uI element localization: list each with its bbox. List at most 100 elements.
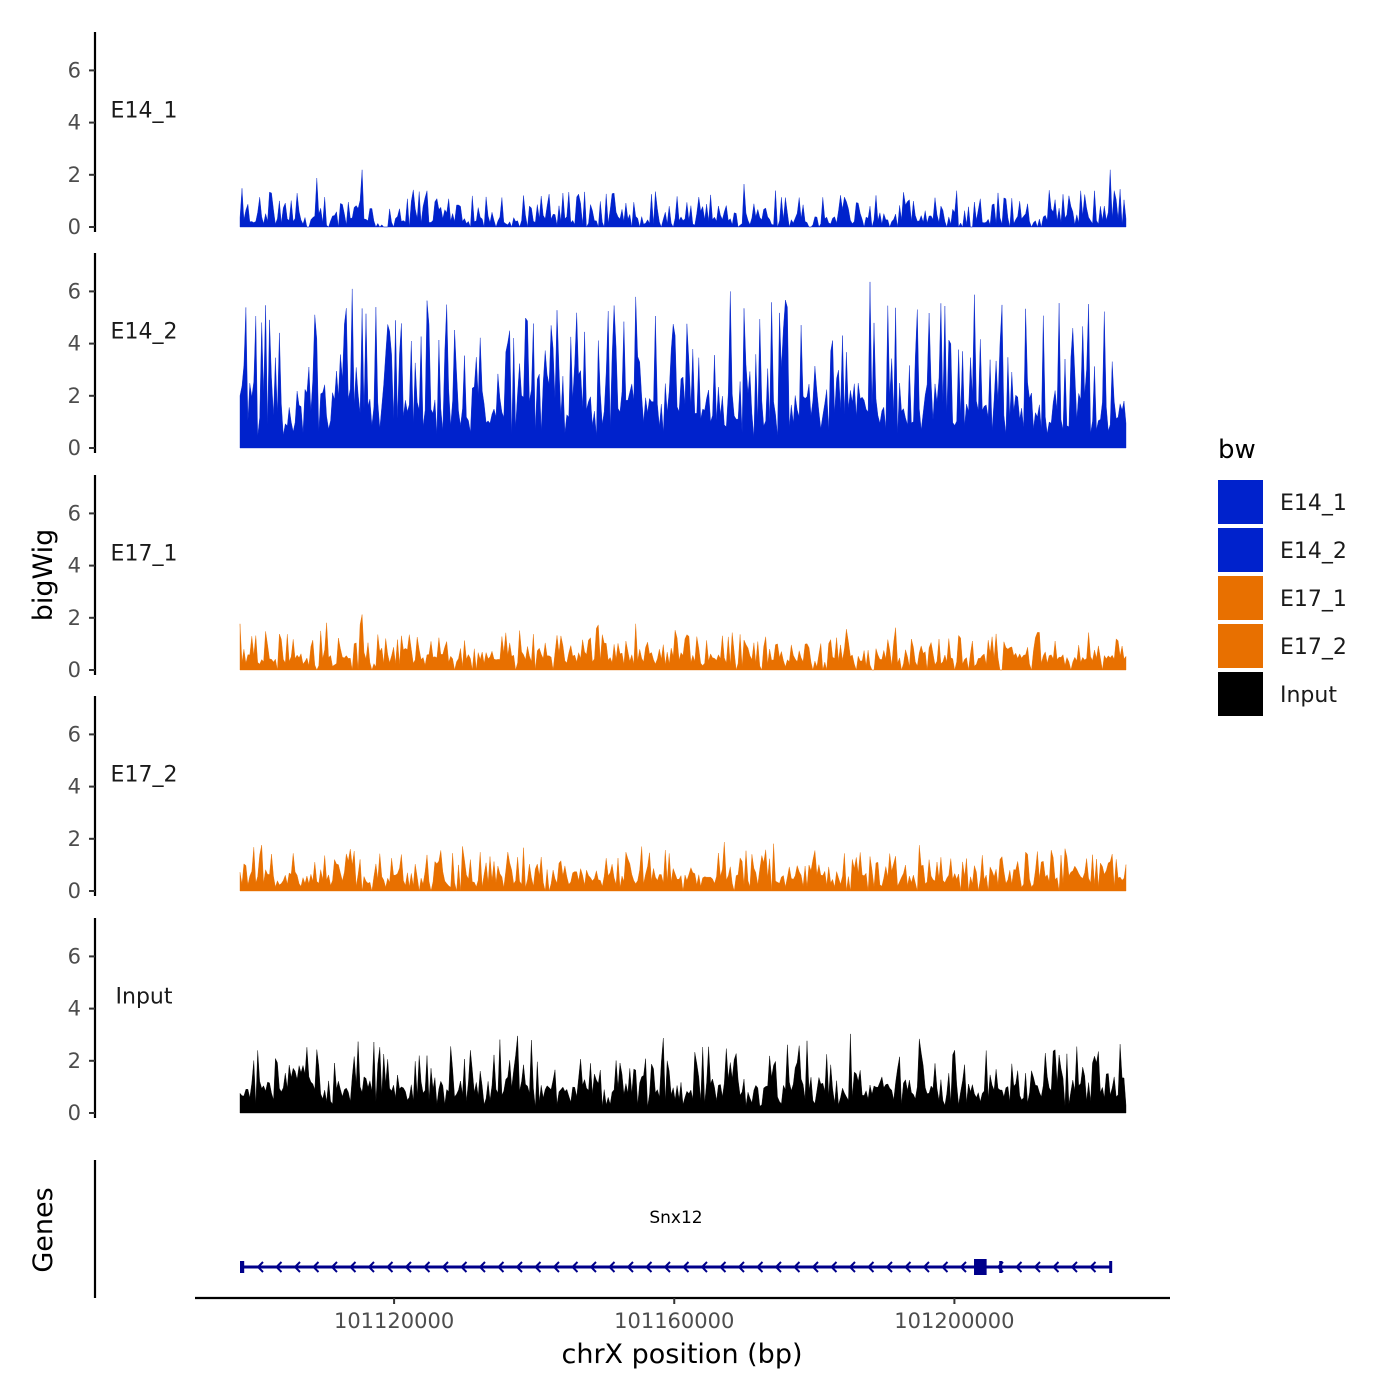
x-axis: 101120000 101160000 101200000 bbox=[195, 1296, 1170, 1333]
strand-arrow bbox=[793, 1261, 801, 1273]
legend-label: E14_1 bbox=[1280, 491, 1347, 516]
strand-arrow bbox=[885, 1261, 893, 1273]
y-tick-label: 0 bbox=[68, 879, 81, 903]
strand-arrow bbox=[367, 1261, 375, 1273]
x-tick-label: 101120000 bbox=[334, 1309, 454, 1333]
x-tick-label: 101160000 bbox=[614, 1309, 734, 1333]
y-tick-label: 0 bbox=[68, 215, 81, 239]
y-tick-label: 6 bbox=[68, 58, 81, 82]
genes-title: Genes bbox=[28, 1187, 59, 1272]
y-tick-label: 2 bbox=[68, 1049, 81, 1073]
gene-exon bbox=[1109, 1261, 1113, 1273]
coverage-area-E14_1 bbox=[239, 169, 1127, 228]
strand-arrow bbox=[719, 1261, 727, 1273]
gene-Snx12: Snx12 bbox=[240, 1208, 1113, 1275]
y-tick-label: 2 bbox=[68, 606, 81, 630]
strand-arrow bbox=[386, 1261, 394, 1273]
strand-arrow bbox=[460, 1261, 468, 1273]
y-axis-title: bigWig bbox=[28, 529, 59, 622]
strand-arrow bbox=[423, 1261, 431, 1273]
strand-arrow bbox=[848, 1261, 856, 1273]
track-E17_2: 0 2 4 6 E17_2 bbox=[68, 696, 1127, 903]
y-tick-label: 6 bbox=[68, 279, 81, 303]
y-tick-label: 4 bbox=[68, 332, 81, 356]
coverage-area-Input bbox=[239, 1033, 1127, 1114]
legend-item-Input: Input bbox=[1218, 672, 1337, 716]
strand-arrow bbox=[904, 1261, 912, 1273]
track-label: E14_1 bbox=[111, 98, 178, 123]
strand-arrow bbox=[534, 1261, 542, 1273]
x-tick-label: 101200000 bbox=[894, 1309, 1014, 1333]
track-E14_1: 0 2 4 6 E14_1 bbox=[68, 32, 1127, 239]
legend-item-E17_1: E17_1 bbox=[1218, 576, 1347, 620]
strand-arrow bbox=[293, 1261, 301, 1273]
legend-swatch bbox=[1218, 672, 1263, 716]
track-E17_1: 0 2 4 6 E17_1 bbox=[68, 475, 1127, 682]
strand-arrow bbox=[1089, 1261, 1097, 1273]
strand-arrow bbox=[1015, 1261, 1023, 1273]
strand-arrow bbox=[1033, 1261, 1041, 1273]
legend-label: E17_1 bbox=[1280, 587, 1347, 612]
legend-item-E14_2: E14_2 bbox=[1218, 528, 1347, 572]
track-label: E17_1 bbox=[111, 541, 178, 566]
coverage-area-E17_1 bbox=[239, 614, 1127, 671]
strand-arrow bbox=[312, 1261, 320, 1273]
legend-label: Input bbox=[1280, 683, 1337, 708]
strand-arrow bbox=[497, 1261, 505, 1273]
legend-swatch bbox=[1218, 480, 1263, 524]
strand-arrow bbox=[941, 1261, 949, 1273]
strand-arrow bbox=[256, 1261, 264, 1273]
coverage-area-E17_2 bbox=[239, 841, 1127, 892]
strand-arrow bbox=[1052, 1261, 1060, 1273]
y-tick-label: 6 bbox=[68, 722, 81, 746]
track-label: E17_2 bbox=[111, 762, 178, 787]
y-tick-label: 4 bbox=[68, 554, 81, 578]
track-Input: 0 2 4 6 Input bbox=[68, 918, 1127, 1125]
strand-arrow bbox=[682, 1261, 690, 1273]
y-tick-label: 4 bbox=[68, 111, 81, 135]
track-label: E14_2 bbox=[111, 319, 178, 344]
y-tick-label: 2 bbox=[68, 827, 81, 851]
legend-item-E17_2: E17_2 bbox=[1218, 624, 1347, 668]
strand-arrow bbox=[404, 1261, 412, 1273]
strand-arrow bbox=[756, 1261, 764, 1273]
legend-swatch bbox=[1218, 624, 1263, 668]
gene-exon bbox=[974, 1259, 987, 1275]
legend-label: E14_2 bbox=[1280, 539, 1347, 564]
y-tick-label: 4 bbox=[68, 997, 81, 1021]
gene-label: Snx12 bbox=[649, 1208, 702, 1228]
y-tick-label: 2 bbox=[68, 384, 81, 408]
y-tick-label: 4 bbox=[68, 775, 81, 799]
strand-arrow bbox=[830, 1261, 838, 1273]
y-tick-label: 0 bbox=[68, 1101, 81, 1125]
strand-arrow bbox=[959, 1261, 967, 1273]
legend: bw E14_1 E14_2 E17_1 E17_2 Input bbox=[1218, 435, 1347, 716]
strand-arrow bbox=[330, 1261, 338, 1273]
genes-layer: Snx12 bbox=[240, 1208, 1113, 1275]
strand-arrow bbox=[645, 1261, 653, 1273]
strand-arrow bbox=[1070, 1261, 1078, 1273]
track-E14_2: 0 2 4 6 E14_2 bbox=[68, 253, 1127, 460]
strand-arrow bbox=[478, 1261, 486, 1273]
y-tick-label: 0 bbox=[68, 436, 81, 460]
strand-arrow bbox=[867, 1261, 875, 1273]
x-axis-title: chrX position (bp) bbox=[561, 1339, 802, 1370]
y-tick-label: 6 bbox=[68, 944, 81, 968]
legend-item-E14_1: E14_1 bbox=[1218, 480, 1347, 524]
strand-arrow bbox=[589, 1261, 597, 1273]
strand-arrow bbox=[515, 1261, 523, 1273]
legend-swatch bbox=[1218, 576, 1263, 620]
bigwig-tracks: 0 2 4 6 E14_1 0 2 4 6 E14_2 0 2 4 6 E17_1 0 2 4 6 E17_2 0 2 4 6… bbox=[68, 32, 1127, 1125]
strand-arrow bbox=[275, 1261, 283, 1273]
gene-panel: Genes Snx12 bbox=[28, 1160, 1113, 1298]
y-tick-label: 6 bbox=[68, 501, 81, 525]
legend-items: E14_1 E14_2 E17_1 E17_2 Input bbox=[1218, 480, 1347, 716]
strand-arrow bbox=[774, 1261, 782, 1273]
y-tick-label: 0 bbox=[68, 658, 81, 682]
strand-arrow bbox=[737, 1261, 745, 1273]
strand-arrow bbox=[349, 1261, 357, 1273]
legend-swatch bbox=[1218, 528, 1263, 572]
strand-arrow bbox=[626, 1261, 634, 1273]
legend-label: E17_2 bbox=[1280, 635, 1347, 660]
